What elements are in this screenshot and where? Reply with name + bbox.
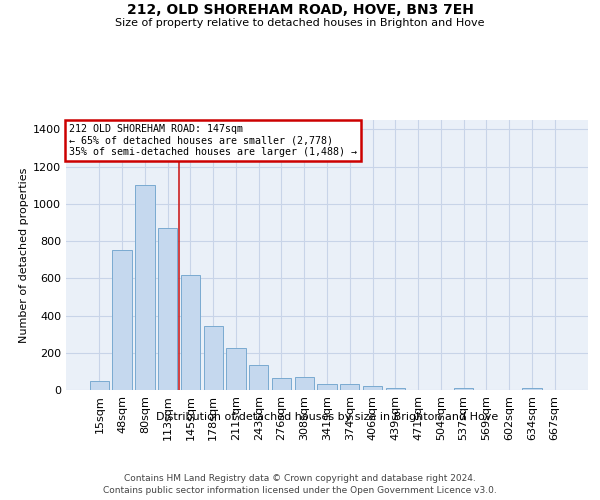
Text: 212, OLD SHOREHAM ROAD, HOVE, BN3 7EH: 212, OLD SHOREHAM ROAD, HOVE, BN3 7EH bbox=[127, 2, 473, 16]
Bar bbox=[249, 365, 268, 390]
Bar bbox=[272, 378, 291, 390]
Bar bbox=[181, 274, 200, 390]
Bar bbox=[340, 384, 359, 390]
Text: Distribution of detached houses by size in Brighton and Hove: Distribution of detached houses by size … bbox=[156, 412, 498, 422]
Text: Contains public sector information licensed under the Open Government Licence v3: Contains public sector information licen… bbox=[103, 486, 497, 495]
Text: Size of property relative to detached houses in Brighton and Hove: Size of property relative to detached ho… bbox=[115, 18, 485, 28]
Bar bbox=[295, 377, 314, 390]
Bar bbox=[226, 348, 245, 390]
Bar bbox=[112, 250, 132, 390]
Bar bbox=[317, 384, 337, 390]
Bar bbox=[90, 380, 109, 390]
Text: 212 OLD SHOREHAM ROAD: 147sqm
← 65% of detached houses are smaller (2,778)
35% o: 212 OLD SHOREHAM ROAD: 147sqm ← 65% of d… bbox=[68, 124, 356, 157]
Text: Contains HM Land Registry data © Crown copyright and database right 2024.: Contains HM Land Registry data © Crown c… bbox=[124, 474, 476, 483]
Bar bbox=[363, 386, 382, 390]
Bar bbox=[454, 388, 473, 390]
Bar bbox=[203, 326, 223, 390]
Y-axis label: Number of detached properties: Number of detached properties bbox=[19, 168, 29, 342]
Bar bbox=[386, 388, 405, 390]
Bar bbox=[135, 185, 155, 390]
Bar bbox=[522, 388, 542, 390]
Bar bbox=[158, 228, 178, 390]
